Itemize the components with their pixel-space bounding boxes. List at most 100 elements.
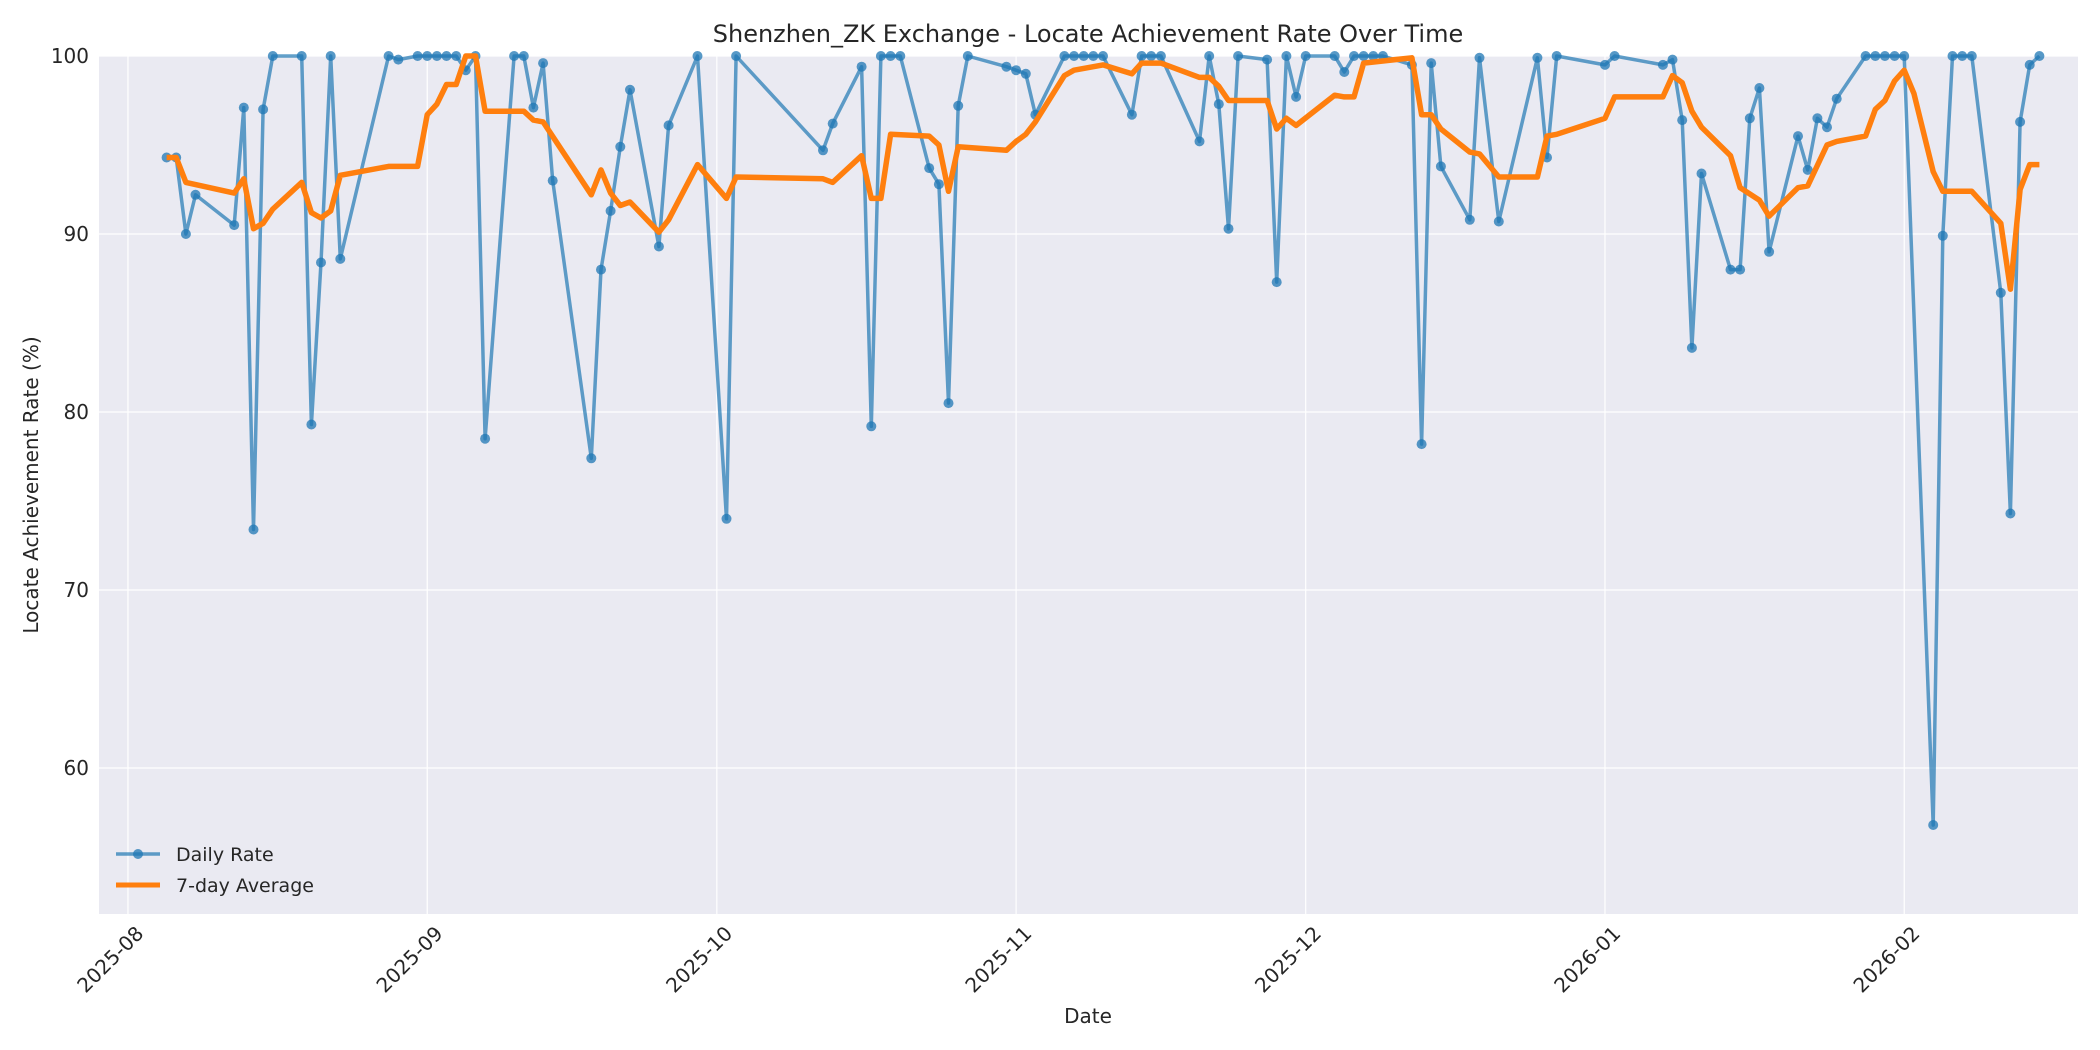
daily-rate-point <box>827 118 838 129</box>
daily-rate-point <box>875 51 886 61</box>
daily-rate-point <box>1754 83 1765 93</box>
x-axis-label: Date <box>1064 1004 1112 1028</box>
daily-rate-point <box>1339 67 1350 77</box>
daily-rate-point <box>1802 164 1813 175</box>
daily-rate-point <box>953 100 964 111</box>
daily-rate-point <box>1532 52 1543 63</box>
daily-rate-point <box>1194 136 1205 147</box>
y-axis-label: Locate Achievement Rate (%) <box>19 336 43 633</box>
y-tick-label: 90 <box>64 222 89 246</box>
y-tick-label: 80 <box>64 400 89 424</box>
daily-rate-point <box>1098 51 1108 61</box>
daily-rate-point <box>1764 246 1775 257</box>
y-tick-label: 100 <box>51 44 89 68</box>
daily-rate-point <box>1889 51 1900 61</box>
daily-rate-point <box>1812 113 1823 124</box>
daily-rate-point <box>962 51 973 61</box>
x-tick-label: 2025-10 <box>661 921 737 997</box>
daily-rate-point <box>306 419 317 430</box>
daily-rate-point <box>2005 508 2016 519</box>
daily-rate-point <box>653 241 664 252</box>
y-tick-label: 60 <box>64 756 89 780</box>
daily-rate-point <box>1136 51 1147 61</box>
daily-rate-point <box>1011 65 1022 76</box>
daily-rate-point <box>1551 51 1562 61</box>
daily-rate-point <box>1870 51 1881 61</box>
daily-rate-point <box>1744 113 1755 124</box>
daily-rate-point <box>248 524 259 535</box>
daily-rate-point <box>518 51 529 61</box>
daily-rate-point <box>1860 51 1871 61</box>
daily-rate-point <box>1822 122 1832 133</box>
x-tick-label: 2025-12 <box>1250 921 1326 997</box>
daily-rate-point <box>596 264 606 275</box>
daily-rate-point <box>1937 230 1948 241</box>
daily-rate-point <box>528 102 539 113</box>
daily-rate-point <box>547 175 558 186</box>
daily-rate-point <box>1657 59 1668 70</box>
series-layer <box>161 51 2045 830</box>
daily-rate-point <box>885 51 896 61</box>
daily-rate-point <box>1078 51 1089 61</box>
daily-rate-point <box>1831 93 1842 104</box>
daily-rate-point <box>422 51 433 61</box>
daily-rate-point <box>1349 51 1359 61</box>
daily-rate-point <box>1416 439 1427 450</box>
daily-rate-point <box>866 421 877 432</box>
daily-rate-point <box>1329 51 1340 61</box>
daily-rate-point <box>383 51 394 61</box>
daily-rate-point <box>1493 216 1504 227</box>
x-gridlines <box>127 56 1905 914</box>
daily-rate-point <box>1271 277 1282 288</box>
daily-rate-point <box>1204 51 1215 61</box>
daily-rate-point <box>2034 51 2045 61</box>
daily-rate-point <box>1300 51 1311 61</box>
daily-rate-point <box>335 253 346 264</box>
x-tick-label: 2026-01 <box>1549 921 1625 997</box>
seven-day-average-line <box>166 53 2040 292</box>
daily-rate-point <box>1879 51 1890 61</box>
daily-rate-point <box>393 54 404 65</box>
daily-rate-point <box>924 163 935 174</box>
x-tick-label: 2025-08 <box>72 921 148 997</box>
legend-label-7-day-average: 7-day Average <box>176 875 314 897</box>
daily-rate-point <box>1995 287 2006 298</box>
daily-rate-point <box>267 51 278 61</box>
y-axis-ticks: 60 70 80 90 100 <box>51 44 89 780</box>
daily-rate-point <box>1020 68 1031 79</box>
daily-rate-point <box>1947 51 1958 61</box>
daily-rate-point <box>451 51 462 61</box>
daily-rate-point <box>2024 59 2035 70</box>
daily-rate-point <box>1069 51 1079 61</box>
daily-rate-point <box>933 179 944 190</box>
legend-entry-daily-rate: Daily Rate <box>116 844 274 866</box>
daily-rate-point <box>1957 51 1968 61</box>
daily-rate-point <box>480 433 491 444</box>
daily-rate-point <box>1464 214 1475 225</box>
daily-rate-point <box>1155 51 1166 61</box>
daily-rate-point <box>605 205 616 216</box>
daily-rate-point <box>509 51 520 61</box>
daily-rate-point <box>1368 51 1379 61</box>
daily-rate-point <box>856 61 867 72</box>
y-tick-label: 70 <box>64 578 89 602</box>
daily-rate-point <box>1600 59 1610 70</box>
daily-rate-point <box>431 51 442 61</box>
daily-rate-point <box>721 513 732 524</box>
x-tick-label: 2026-02 <box>1848 921 1924 997</box>
daily-rate-point <box>1966 51 1977 61</box>
daily-rate-point <box>538 58 549 69</box>
daily-rate-point <box>258 104 269 115</box>
daily-rate-point <box>895 51 906 61</box>
daily-rate-point <box>1686 342 1697 353</box>
daily-rate-point <box>1059 51 1070 61</box>
plot-area <box>99 56 2078 914</box>
daily-rate-point <box>818 145 828 156</box>
daily-rate-point <box>180 229 191 239</box>
daily-rate-point <box>1358 51 1369 61</box>
daily-rate-point <box>731 51 742 61</box>
daily-rate-point <box>692 51 703 61</box>
x-tick-label: 2025-09 <box>371 921 447 997</box>
x-tick-label: 2025-11 <box>960 921 1036 997</box>
